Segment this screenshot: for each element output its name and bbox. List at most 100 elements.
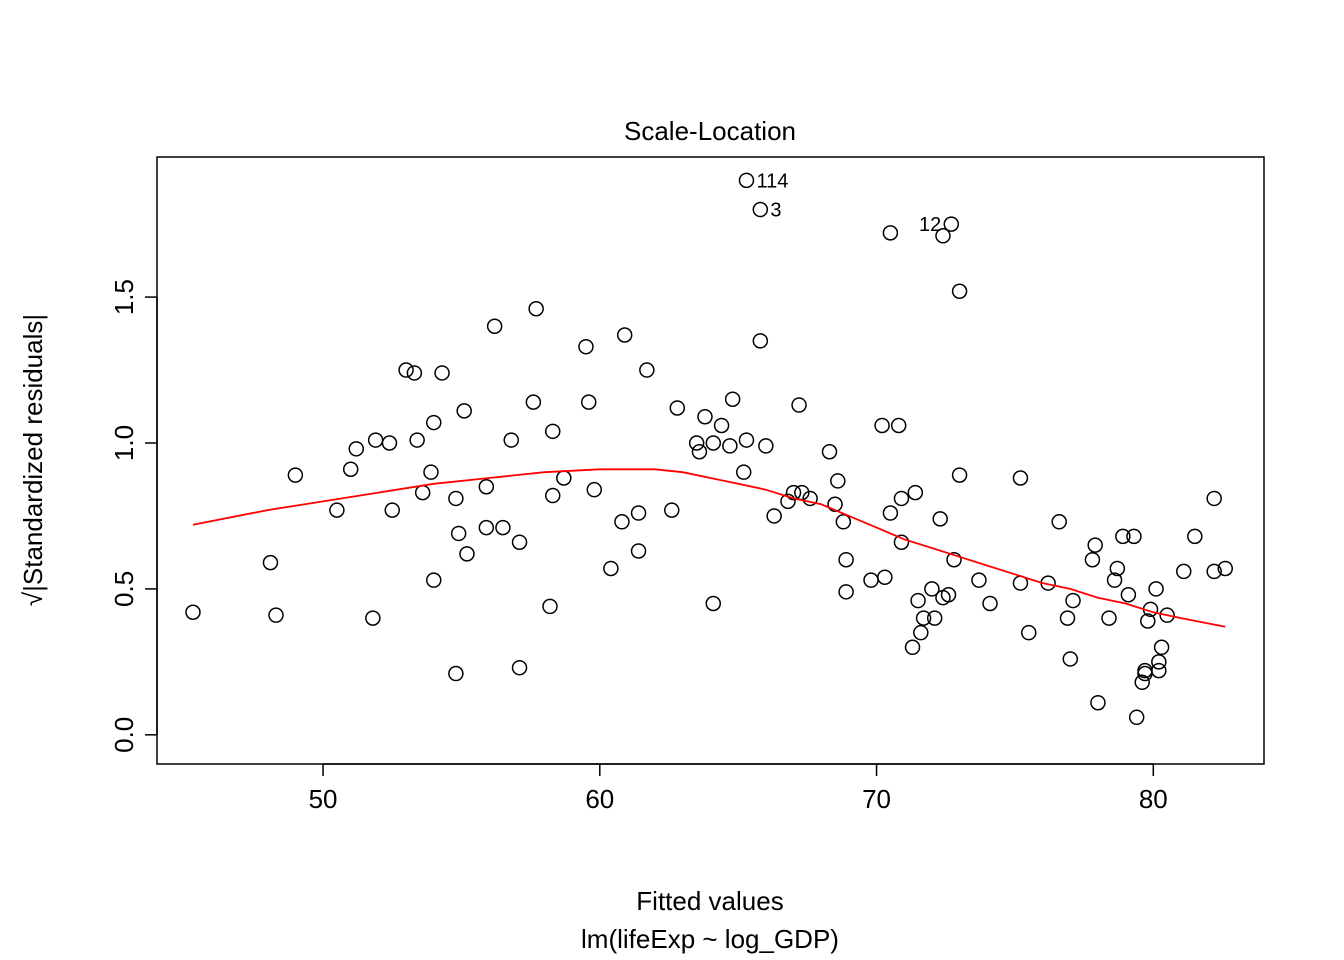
point-labels: 114 3 12: [756, 170, 941, 236]
data-point: [1128, 709, 1145, 726]
data-point: [951, 467, 968, 483]
data-point: [426, 572, 442, 588]
data-point: [791, 397, 807, 413]
data-point: [586, 481, 603, 498]
data-point: [758, 438, 774, 454]
data-point: [1151, 662, 1167, 679]
point-label: 12: [919, 214, 941, 236]
smooth-line: [192, 468, 1226, 628]
data-point: [890, 417, 907, 434]
data-point: [384, 502, 400, 518]
data-point: [1062, 651, 1079, 667]
data-point: [705, 435, 722, 451]
data-point: [830, 473, 846, 489]
data-point: [802, 490, 818, 507]
data-point: [838, 584, 854, 600]
data-point: [448, 490, 464, 507]
data-point: [1153, 639, 1170, 656]
data-point: [904, 639, 921, 656]
data-point: [580, 394, 597, 410]
data-point: [1101, 610, 1117, 626]
data-point: [1059, 610, 1076, 626]
x-axis-sublabel: lm(lifeExp ~ log_GDP): [581, 924, 839, 954]
data-point: [365, 610, 381, 626]
y-tick-label: 0.0: [109, 717, 139, 753]
data-point: [528, 301, 544, 317]
data-point: [664, 502, 680, 518]
data-point: [1115, 528, 1131, 545]
data-point: [1148, 581, 1164, 597]
data-point: [268, 607, 284, 623]
data-point: [691, 443, 708, 460]
data-point: [926, 610, 943, 626]
data-point: [688, 435, 705, 451]
data-point: [1106, 572, 1123, 588]
x-tick-label: 60: [585, 784, 614, 814]
data-point: [542, 598, 558, 615]
data-point: [614, 514, 630, 530]
data-point: [722, 438, 738, 454]
data-point: [932, 511, 948, 527]
data-point: [882, 505, 899, 521]
data-point: [329, 502, 345, 518]
data-point: [262, 554, 279, 571]
data-point: [348, 441, 365, 457]
data-point: [893, 490, 910, 507]
data-point: [478, 479, 495, 495]
data-point: [478, 519, 495, 536]
y-axis: 0.0 0.5 1.0 1.5: [109, 279, 158, 753]
data-point: [910, 592, 926, 609]
y-tick-label: 0.5: [109, 571, 139, 607]
data-point: [863, 572, 879, 588]
y-tick-label: 1.5: [109, 279, 139, 315]
data-point: [982, 595, 998, 612]
data-point: [1051, 514, 1067, 530]
data-point: [1021, 624, 1037, 641]
data-point: [913, 624, 929, 641]
data-point: [486, 318, 503, 335]
data-point: [556, 470, 572, 486]
data-point: [1159, 607, 1175, 623]
data-point: [780, 493, 796, 510]
data-point: [821, 443, 838, 460]
data-point: [766, 508, 782, 524]
data-point: [1120, 586, 1137, 603]
data-point: [924, 581, 940, 597]
data-point: [1087, 537, 1103, 553]
data-point: [943, 216, 960, 232]
data-point: [1090, 694, 1106, 711]
data-point: [450, 525, 467, 542]
x-tick-label: 80: [1139, 784, 1168, 814]
data-point: [1175, 563, 1192, 580]
data-point: [893, 534, 910, 550]
x-tick-label: 70: [862, 784, 891, 814]
data-point: [448, 665, 464, 682]
data-point: [1140, 613, 1156, 629]
data-point: [935, 228, 951, 244]
data-point: [738, 432, 755, 448]
data-point: [630, 505, 647, 521]
data-point: [713, 417, 730, 434]
data-point: [1217, 560, 1234, 577]
data-point: [511, 534, 528, 550]
data-point: [1206, 563, 1222, 580]
data-point: [705, 595, 722, 612]
data-point: [459, 546, 475, 562]
data-point: [874, 417, 890, 434]
data-point: [697, 408, 713, 425]
x-axis-label: Fitted values: [636, 886, 783, 916]
data-point: [971, 572, 987, 588]
data-point: [511, 659, 528, 676]
data-point: [827, 496, 843, 513]
data-point: [915, 610, 932, 626]
data-point: [603, 560, 619, 577]
data-point: [342, 461, 359, 478]
plot-frame: [156, 156, 1265, 765]
data-point: [185, 604, 201, 620]
data-point: [630, 543, 647, 559]
data-point: [724, 391, 741, 407]
data-point: [525, 394, 542, 410]
data-point: [669, 400, 686, 416]
y-axis-label: √|Standardized residuals|: [18, 314, 48, 606]
